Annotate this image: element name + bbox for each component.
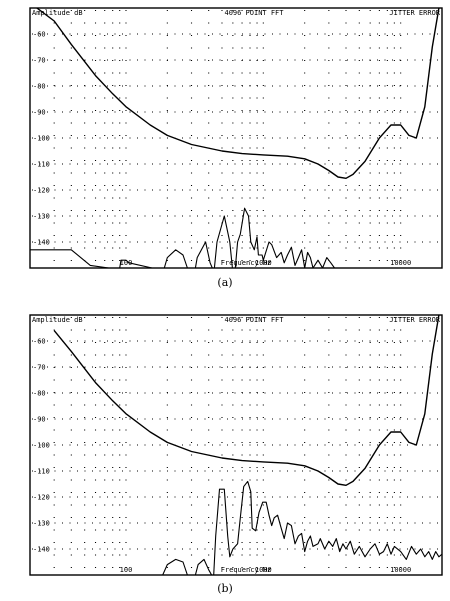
chart-a-x-axis-label: Frequency Hz (221, 259, 272, 267)
chart-b-y-tick-label: -90 (33, 416, 46, 424)
chart-a-svg: Amplitude dB 4096 POINT FFT JITTER ERROR -6… (29, 7, 443, 269)
chart-b-x-tick-label: 1000 (255, 566, 272, 574)
chart-b-y-tick-label: -120 (33, 494, 50, 502)
chart-a-threshold-curve (35, 8, 440, 180)
chart-panel-a: Amplitude dB 4096 POINT FFT JITTER ERROR -6… (0, 0, 450, 300)
chart-b-top-left-label: Amplitude dB (32, 316, 83, 324)
chart-b-spectrum-line (162, 480, 442, 575)
chart-a-series-group (30, 8, 440, 268)
chart-b-y-tick-label: -130 (33, 520, 50, 528)
chart-b-x-axis-label: Frequency Hz (221, 566, 272, 574)
chart-b-svg: Amplitude dB 4096 POINT FFT JITTER ERROR -6… (29, 314, 443, 576)
chart-a-title: 4096 POINT FFT (224, 9, 284, 17)
chart-a-y-tick-label: -110 (33, 161, 50, 169)
chart-b-y-tick-label: -70 (33, 364, 46, 372)
chart-a-y-tick-label: -140 (33, 239, 50, 247)
chart-b-series-group (53, 315, 442, 575)
chart-a-y-tick-label: -90 (33, 109, 46, 117)
chart-b-grid (32, 317, 440, 573)
chart-b-y-tick-label: -140 (33, 546, 50, 554)
chart-b-top-right-label: JITTER ERROR (389, 316, 440, 324)
chart-b-threshold-curve (53, 315, 440, 487)
chart-a-frame (29, 7, 443, 269)
chart-a-x-tick-label: 1000 (255, 259, 272, 267)
chart-panel-b: Amplitude dB 4096 POINT FFT JITTER ERROR -6… (0, 307, 450, 601)
chart-b-title: 4096 POINT FFT (224, 316, 284, 324)
chart-a-x-tick-label: 100 (120, 259, 133, 267)
chart-a-y-tick-label: -80 (33, 83, 46, 91)
chart-a-x-tick-label: 10000 (390, 259, 411, 267)
chart-b-x-tick-label: 100 (120, 566, 133, 574)
caption-b: (b) (217, 582, 233, 595)
chart-a-grid (32, 10, 440, 266)
chart-a-y-tick-label: -120 (33, 187, 50, 195)
chart-a-y-tick-label: -100 (33, 135, 50, 143)
chart-b-y-tick-label: -100 (33, 442, 50, 450)
caption-a: (a) (217, 276, 233, 289)
chart-b-frame (29, 314, 443, 576)
chart-a-y-tick-label: -130 (33, 213, 50, 221)
chart-b-y-tick-label: -60 (33, 338, 46, 346)
chart-a-y-tick-label: -70 (33, 57, 46, 65)
chart-a-top-right-label: JITTER ERROR (389, 9, 440, 17)
chart-b-y-tick-label: -110 (33, 468, 50, 476)
chart-a-top-left-label: Amplitude dB (32, 9, 83, 17)
chart-a-y-tick-label: -60 (33, 31, 46, 39)
chart-a-spectrum-line (30, 207, 335, 268)
chart-b-x-tick-label: 10000 (390, 566, 411, 574)
chart-b-y-tick-label: -80 (33, 390, 46, 398)
